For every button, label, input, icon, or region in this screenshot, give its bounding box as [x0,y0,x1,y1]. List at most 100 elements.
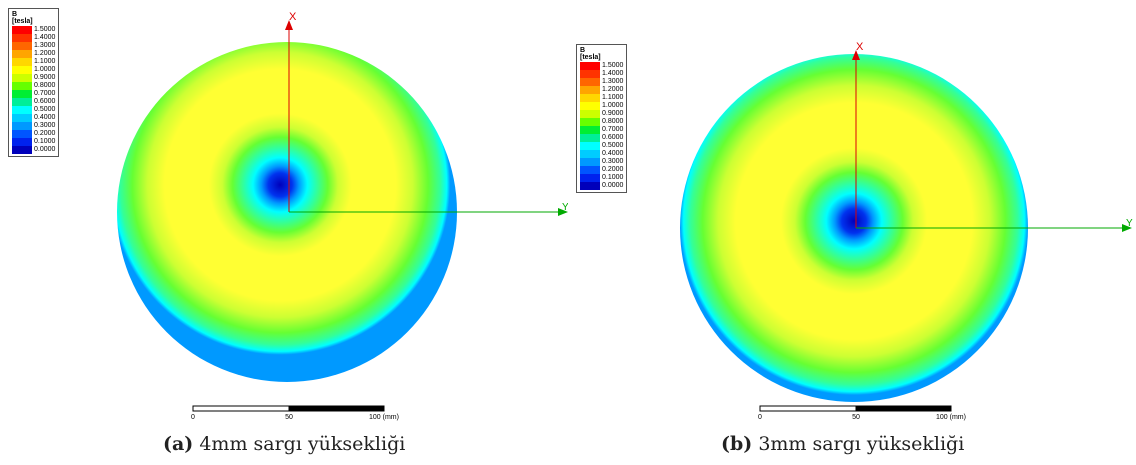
legend-row: 1.2000 [580,86,623,94]
legend-value: 1.3000 [34,42,56,49]
legend-unit: [tesla] [580,54,601,61]
scale-bar-white [759,405,857,412]
legend-value: 0.3000 [602,158,624,165]
flux-plot-b: X Y 0 50 100 (mm) [680,41,1133,421]
legend-symbol: B [580,47,586,54]
legend-row: 1.1000 [12,58,55,66]
scale-tick-0: 0 [191,414,195,421]
legend-value: 1.3000 [602,78,624,85]
legend-swatch [580,110,600,118]
y-axis-arrow [558,208,568,216]
legend-value: 0.6000 [34,98,56,105]
scale-bar-black [855,405,952,412]
legend-value: 0.6000 [602,134,624,141]
legend-swatch [12,114,32,122]
legend-swatch [580,158,600,166]
caption-label: (b) [721,433,753,455]
legend-value: 0.2000 [602,166,624,173]
legend-row: 0.8000 [580,118,623,126]
legend-value: 1.4000 [34,34,56,41]
caption-label: (a) [163,433,194,455]
legend-value: 0.9000 [602,110,624,117]
legend-row: 0.4000 [580,150,623,158]
legend-swatch [12,34,32,42]
legend-swatch [580,94,600,102]
legend-value: 1.5000 [602,62,624,69]
legend-value: 0.5000 [34,106,56,113]
legend-swatch [12,26,32,34]
legend-value: 0.2000 [34,130,56,137]
legend-value: 0.3000 [34,122,56,129]
legend-value: 1.1000 [34,58,56,65]
legend-row: 1.3000 [580,78,623,86]
legend-value: 0.5000 [602,142,624,149]
legend-symbol: B [12,11,18,18]
legend-value: 0.1000 [602,174,624,181]
legend-swatch [580,150,600,158]
legend-row: 0.1000 [12,138,55,146]
y-axis-label: Y [1126,218,1133,229]
scale-tick-100: 100 (mm) [936,414,966,421]
legend-value: 1.1000 [602,94,624,101]
legend-swatch [12,90,32,98]
panel-b: X Y 0 50 100 (mm) (b) 3mm sargı yüksekli… [568,0,1136,465]
x-axis-arrow [852,50,860,60]
legend-row: 1.5000 [12,26,55,34]
legend-swatch [12,58,32,66]
legend-swatch [12,82,32,90]
legend-row: 0.2000 [12,130,55,138]
legend-row: 0.9000 [580,110,623,118]
legend-row: 0.5000 [580,142,623,150]
scale-tick-50: 50 [852,414,860,421]
legend-row: 0.0000 [12,146,55,154]
legend-swatch [12,146,32,154]
legend-value: 1.5000 [34,26,56,33]
legend-swatch [12,74,32,82]
caption-a: (a) 4mm sargı yüksekliği [163,433,405,455]
legend-row: 1.0000 [580,102,623,110]
legend-row: 0.2000 [580,166,623,174]
legend-swatch [580,166,600,174]
x-axis-arrow [285,20,293,30]
legend-swatch [12,122,32,130]
legend-swatch [12,98,32,106]
legend-value: 0.1000 [34,138,56,145]
legend-swatch [12,130,32,138]
y-axis-label: Y [562,202,568,213]
legend-value: 1.2000 [602,86,624,93]
legend-row: 1.4000 [12,34,55,42]
legend-swatch [12,106,32,114]
y-axis-arrow [1122,224,1132,232]
scale-tick-0: 0 [758,414,762,421]
legend-swatch [12,50,32,58]
legend-value: 0.4000 [34,114,56,121]
x-axis-label: X [289,11,297,23]
legend-swatch [580,182,600,190]
flux-disc [680,54,1028,402]
legend-row: 0.1000 [580,174,623,182]
legend-swatch [580,62,600,70]
legend-row: 0.4000 [12,114,55,122]
legend-value: 1.0000 [602,102,624,109]
legend-row: 1.0000 [12,66,55,74]
x-axis-label: X [856,41,864,53]
legend-row: 0.6000 [580,134,623,142]
legend-value: 0.8000 [602,118,624,125]
legend-row: 0.3000 [12,122,55,130]
legend-value: 0.7000 [602,126,624,133]
legend-row: 0.7000 [12,90,55,98]
legend-row: 0.9000 [12,74,55,82]
legend-value: 0.4000 [602,150,624,157]
legend-row: 1.4000 [580,70,623,78]
legend-swatch [12,138,32,146]
flux-plot-a: X Y 0 50 100 (mm) [117,11,568,421]
legend-rows: 1.5000 1.4000 1.3000 1.2000 1.1000 1.0000 0.90… [580,62,623,190]
flux-disc [117,42,457,382]
scale-bar-black [288,405,385,412]
legend-row: 0.7000 [580,126,623,134]
legend-row: 0.0000 [580,182,623,190]
legend-row: 0.5000 [12,106,55,114]
legend-swatch [580,174,600,182]
legend-row: 0.6000 [12,98,55,106]
scale-bar-white [192,405,290,412]
